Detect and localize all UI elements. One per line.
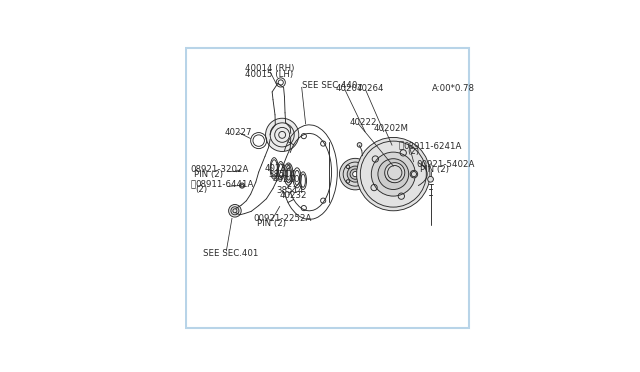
Circle shape [353, 171, 358, 177]
Text: 38514: 38514 [268, 170, 296, 179]
Text: A:00*0.78: A:00*0.78 [432, 84, 475, 93]
Text: SEE SEC.440: SEE SEC.440 [301, 81, 357, 90]
Text: 08911-6441A: 08911-6441A [196, 180, 254, 189]
Circle shape [228, 205, 241, 217]
Circle shape [371, 152, 415, 196]
Circle shape [378, 159, 409, 189]
Circle shape [410, 170, 418, 178]
Text: 40227: 40227 [225, 128, 252, 137]
Text: 40014 (RH): 40014 (RH) [245, 64, 294, 74]
Text: 40207: 40207 [336, 84, 364, 93]
Circle shape [385, 163, 404, 183]
Text: 00921-2252A: 00921-2252A [253, 214, 311, 223]
Text: Ⓝ: Ⓝ [398, 142, 403, 151]
Text: 40232: 40232 [264, 164, 292, 173]
Text: Ⓝ: Ⓝ [191, 180, 196, 189]
Text: 00921-5402A: 00921-5402A [416, 160, 475, 169]
Text: 08921-3202A: 08921-3202A [191, 165, 249, 174]
Text: 40222: 40222 [349, 118, 377, 127]
Circle shape [239, 183, 244, 188]
Text: PIN (2): PIN (2) [257, 219, 286, 228]
Circle shape [339, 158, 371, 190]
Circle shape [357, 142, 362, 147]
Text: (2): (2) [407, 147, 419, 156]
Text: 40015 (LH): 40015 (LH) [245, 70, 293, 79]
Text: 40210: 40210 [272, 175, 300, 185]
Text: PIN (2): PIN (2) [420, 165, 449, 174]
Text: 08911-6241A: 08911-6241A [403, 142, 461, 151]
Text: 40264: 40264 [356, 84, 384, 93]
Circle shape [385, 166, 401, 182]
Text: PIN (2): PIN (2) [194, 170, 223, 179]
Circle shape [266, 118, 299, 151]
Text: 38514: 38514 [276, 186, 304, 195]
Ellipse shape [284, 163, 293, 185]
Text: SEE SEC.401: SEE SEC.401 [202, 248, 258, 258]
Text: 40232: 40232 [280, 191, 307, 201]
Text: 40202M: 40202M [374, 124, 409, 133]
Circle shape [428, 176, 433, 182]
Circle shape [356, 137, 430, 211]
Text: (2): (2) [196, 185, 208, 194]
Circle shape [347, 166, 364, 182]
